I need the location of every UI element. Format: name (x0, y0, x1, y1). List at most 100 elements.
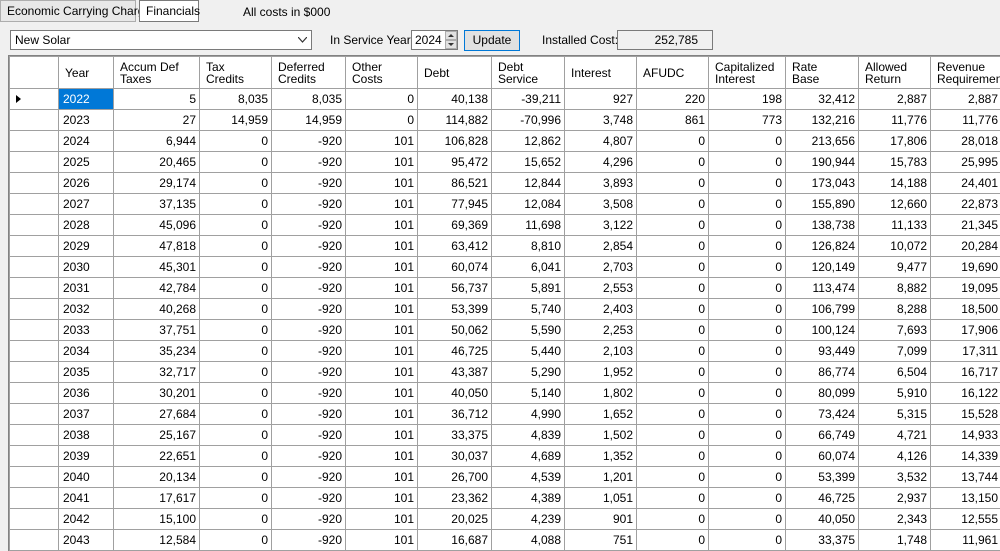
value-cell[interactable]: 1,201 (565, 467, 637, 488)
value-cell[interactable]: 3,508 (565, 194, 637, 215)
value-cell[interactable]: 0 (200, 467, 272, 488)
value-cell[interactable]: 0 (346, 110, 418, 131)
value-cell[interactable]: 40,268 (114, 299, 200, 320)
value-cell[interactable]: 40,138 (418, 89, 492, 110)
year-cell[interactable]: 2026 (59, 173, 114, 194)
value-cell[interactable]: 0 (709, 299, 786, 320)
value-cell[interactable]: 14,959 (200, 110, 272, 131)
value-cell[interactable]: 0 (637, 215, 709, 236)
value-cell[interactable]: 15,100 (114, 509, 200, 530)
row-header[interactable] (10, 320, 59, 341)
value-cell[interactable]: 6,041 (492, 257, 565, 278)
column-header[interactable]: Deferred Credits (272, 57, 346, 89)
value-cell[interactable]: 101 (346, 131, 418, 152)
value-cell[interactable]: 12,844 (492, 173, 565, 194)
value-cell[interactable]: 2,887 (859, 89, 931, 110)
value-cell[interactable]: 22,651 (114, 446, 200, 467)
value-cell[interactable]: 0 (637, 404, 709, 425)
value-cell[interactable]: 101 (346, 152, 418, 173)
year-cell[interactable]: 2030 (59, 257, 114, 278)
year-cell[interactable]: 2034 (59, 341, 114, 362)
value-cell[interactable]: 37,135 (114, 194, 200, 215)
value-cell[interactable]: 40,050 (418, 383, 492, 404)
value-cell[interactable]: 4,990 (492, 404, 565, 425)
value-cell[interactable]: 14,959 (272, 110, 346, 131)
value-cell[interactable]: 0 (637, 341, 709, 362)
value-cell[interactable]: 66,749 (786, 425, 859, 446)
value-cell[interactable]: 23,362 (418, 488, 492, 509)
value-cell[interactable]: 3,748 (565, 110, 637, 131)
value-cell[interactable]: -70,996 (492, 110, 565, 131)
value-cell[interactable]: 17,806 (859, 131, 931, 152)
year-spinner[interactable]: 2024 (411, 30, 458, 50)
value-cell[interactable]: 5,440 (492, 341, 565, 362)
value-cell[interactable]: 0 (200, 446, 272, 467)
value-cell[interactable]: -920 (272, 320, 346, 341)
value-cell[interactable]: 9,477 (859, 257, 931, 278)
value-cell[interactable]: 0 (637, 278, 709, 299)
value-cell[interactable]: 12,084 (492, 194, 565, 215)
row-header[interactable] (10, 173, 59, 194)
value-cell[interactable]: -920 (272, 173, 346, 194)
value-cell[interactable]: 24,401 (931, 173, 1000, 194)
value-cell[interactable]: 0 (709, 236, 786, 257)
value-cell[interactable]: 0 (200, 341, 272, 362)
value-cell[interactable]: 3,122 (565, 215, 637, 236)
value-cell[interactable]: 2,887 (931, 89, 1000, 110)
year-cell[interactable]: 2023 (59, 110, 114, 131)
value-cell[interactable]: 0 (200, 194, 272, 215)
tab[interactable]: Economic Carrying Charges (0, 0, 136, 22)
row-header[interactable] (10, 425, 59, 446)
value-cell[interactable]: 0 (200, 320, 272, 341)
value-cell[interactable]: -920 (272, 488, 346, 509)
column-header[interactable]: Accum Def Taxes (114, 57, 200, 89)
value-cell[interactable]: 101 (346, 236, 418, 257)
value-cell[interactable]: 138,738 (786, 215, 859, 236)
value-cell[interactable]: 2,253 (565, 320, 637, 341)
value-cell[interactable]: 927 (565, 89, 637, 110)
value-cell[interactable]: 0 (637, 131, 709, 152)
year-cell[interactable]: 2025 (59, 152, 114, 173)
value-cell[interactable]: 37,751 (114, 320, 200, 341)
value-cell[interactable]: 5,910 (859, 383, 931, 404)
value-cell[interactable]: 0 (709, 467, 786, 488)
value-cell[interactable]: 2,403 (565, 299, 637, 320)
value-cell[interactable]: 20,134 (114, 467, 200, 488)
value-cell[interactable]: 4,839 (492, 425, 565, 446)
value-cell[interactable]: 1,802 (565, 383, 637, 404)
value-cell[interactable]: 101 (346, 299, 418, 320)
value-cell[interactable]: 22,873 (931, 194, 1000, 215)
value-cell[interactable]: 101 (346, 278, 418, 299)
value-cell[interactable]: 1,652 (565, 404, 637, 425)
value-cell[interactable]: 47,818 (114, 236, 200, 257)
spinner-buttons[interactable] (445, 31, 457, 49)
value-cell[interactable]: 101 (346, 446, 418, 467)
value-cell[interactable]: 0 (200, 278, 272, 299)
row-header[interactable] (10, 257, 59, 278)
value-cell[interactable]: -920 (272, 404, 346, 425)
value-cell[interactable]: 2,553 (565, 278, 637, 299)
value-cell[interactable]: 73,424 (786, 404, 859, 425)
column-header[interactable]: Capitalized Interest (709, 57, 786, 89)
row-header[interactable] (10, 194, 59, 215)
value-cell[interactable]: -920 (272, 425, 346, 446)
value-cell[interactable]: 46,725 (418, 341, 492, 362)
column-header[interactable]: Rate Base (786, 57, 859, 89)
value-cell[interactable]: 3,532 (859, 467, 931, 488)
value-cell[interactable]: 60,074 (418, 257, 492, 278)
year-cell[interactable]: 2041 (59, 488, 114, 509)
year-cell[interactable]: 2037 (59, 404, 114, 425)
value-cell[interactable]: 101 (346, 173, 418, 194)
value-cell[interactable]: 126,824 (786, 236, 859, 257)
value-cell[interactable]: 86,521 (418, 173, 492, 194)
year-cell[interactable]: 2040 (59, 467, 114, 488)
value-cell[interactable]: -920 (272, 194, 346, 215)
value-cell[interactable]: 2,854 (565, 236, 637, 257)
value-cell[interactable]: -920 (272, 362, 346, 383)
value-cell[interactable]: 0 (709, 488, 786, 509)
value-cell[interactable]: 101 (346, 320, 418, 341)
value-cell[interactable]: 0 (200, 404, 272, 425)
value-cell[interactable]: 12,584 (114, 530, 200, 551)
row-header[interactable] (10, 236, 59, 257)
value-cell[interactable]: 5,140 (492, 383, 565, 404)
